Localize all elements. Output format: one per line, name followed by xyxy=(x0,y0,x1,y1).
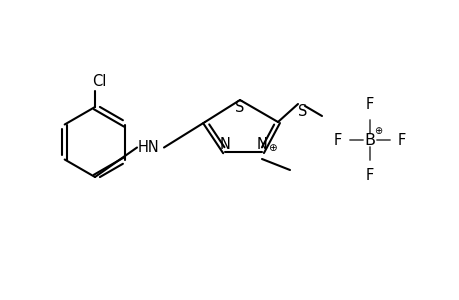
Text: S: S xyxy=(235,100,244,115)
Text: F: F xyxy=(365,168,373,183)
Text: S: S xyxy=(297,104,307,119)
Text: N: N xyxy=(219,137,230,152)
Text: B: B xyxy=(364,133,375,148)
Text: HN: HN xyxy=(138,140,160,155)
Text: F: F xyxy=(365,97,373,112)
Text: ⊕: ⊕ xyxy=(267,143,276,153)
Text: Cl: Cl xyxy=(92,74,106,89)
Text: ⊕: ⊕ xyxy=(373,126,381,136)
Text: N: N xyxy=(256,137,267,152)
Text: F: F xyxy=(397,133,405,148)
Text: F: F xyxy=(333,133,341,148)
